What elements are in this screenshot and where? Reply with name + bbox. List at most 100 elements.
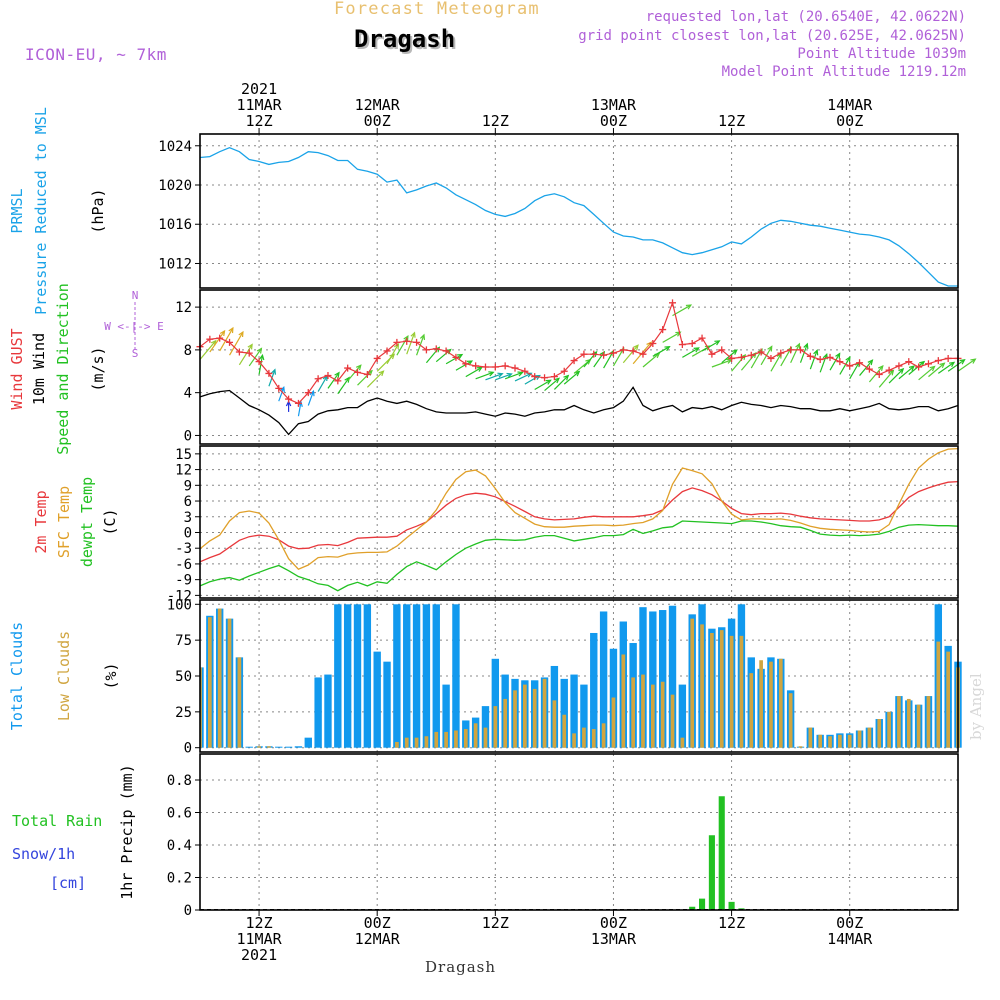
rain-bar <box>708 835 715 910</box>
wind-arrow <box>819 353 828 373</box>
low-cloud-bar <box>631 677 635 748</box>
wind-arrow <box>285 400 292 412</box>
gust-marker <box>521 367 529 375</box>
total-cloud-bar <box>363 604 372 748</box>
wind-arrow-head <box>563 374 570 381</box>
y-tick-label: 8 <box>184 343 192 359</box>
total-cloud-bar <box>403 604 411 748</box>
compass-west-east: W <-|-> E <box>104 320 164 333</box>
wind-arrow-head <box>517 371 524 377</box>
wind-arrow-head <box>488 371 495 377</box>
low-cloud-bar <box>395 741 399 748</box>
low-cloud-bar <box>680 737 685 748</box>
wind-arrow-shaft <box>258 355 264 375</box>
total-cloud-bar <box>452 604 460 748</box>
low-cloud-bar <box>749 673 754 748</box>
model-altitude: Model Point Altitude 1219.12m <box>721 64 966 80</box>
wind-arrow-shaft <box>347 364 362 382</box>
wind-arrow-head <box>344 376 350 383</box>
chart-title: Dragash <box>354 25 456 53</box>
low-cloud-bar <box>267 746 271 748</box>
gust-marker <box>314 375 322 383</box>
total-cloud-bar <box>432 604 440 748</box>
wind-arrow-shaft <box>888 368 904 384</box>
wind-arrow-shaft <box>504 371 523 380</box>
gust-marker <box>432 345 440 353</box>
wind-arrow-head <box>247 343 253 350</box>
low-cloud-bar <box>227 618 232 748</box>
wind-arrow-head <box>466 360 474 366</box>
wind-arrow-head <box>457 353 464 360</box>
wind-arrow-shaft <box>790 343 800 363</box>
wind-unit: (m/s) <box>89 346 107 391</box>
low-cloud-bar <box>936 641 941 748</box>
y-tick-label: -6 <box>175 557 192 573</box>
wind-arrow-head <box>813 349 819 356</box>
compass-south: S <box>132 347 139 360</box>
low-cloud-bar <box>424 736 429 748</box>
wind-arrow-shaft <box>652 346 670 357</box>
gust-marker <box>856 359 864 367</box>
wind-arrow-head <box>845 355 851 363</box>
low-cloud-bar <box>473 723 478 748</box>
low-cloud-bar <box>523 684 527 748</box>
temp-dew-label: dewpt Temp <box>78 477 96 567</box>
y-tick-label: 4 <box>184 386 192 402</box>
total-cloud-bar <box>275 746 283 748</box>
rain-bar <box>718 796 725 910</box>
low-cloud-bar <box>690 618 695 748</box>
wind-arrow <box>534 379 552 390</box>
wind-arrow-shaft <box>534 379 551 390</box>
top-time-label: 14MAR <box>827 96 873 114</box>
wind-arrow <box>957 358 977 372</box>
top-time-label: 12Z <box>718 112 745 130</box>
wind-arrow-shaft <box>475 371 494 380</box>
gust-marker <box>708 350 716 358</box>
wind-arrow-shaft <box>229 331 244 356</box>
wind-arrow-head <box>309 389 315 397</box>
low-cloud-bar <box>660 681 665 748</box>
y-tick-label: 9 <box>184 478 192 494</box>
wind-arrow-head <box>259 353 265 361</box>
low-cloud-bar <box>582 727 586 748</box>
y-tick-label: 0 <box>184 525 192 541</box>
wind-arrow <box>809 349 819 370</box>
gust-marker <box>669 299 677 307</box>
wind-arrow-shaft <box>740 352 757 371</box>
gust-marker <box>649 339 657 347</box>
wind-arrow-head <box>534 374 541 380</box>
gust-marker <box>629 347 637 355</box>
rain-bar <box>689 906 696 910</box>
y-tick-label: 15 <box>175 447 192 463</box>
gust-marker <box>728 354 736 362</box>
wind-arrow-shaft <box>327 372 340 389</box>
gust-marker <box>452 353 460 361</box>
low-cloud-bar <box>217 608 222 748</box>
wind-arrow-head <box>803 342 809 349</box>
wind-arrow-head <box>228 326 234 334</box>
y-tick-label: 0 <box>184 428 192 444</box>
total-cloud-bar <box>491 658 500 748</box>
total-cloud-bar <box>580 684 588 748</box>
low-cloud-bar <box>926 696 931 748</box>
wind-arrow <box>229 330 244 356</box>
bottom-time-label: 00Z <box>600 914 627 932</box>
wind-arrow-shaft <box>937 361 955 374</box>
temp-2m-line <box>199 480 959 563</box>
total-clouds-label: Total Clouds <box>8 622 26 730</box>
low-cloud-bar <box>237 657 242 748</box>
low-cloud-bar <box>503 698 508 748</box>
low-cloud-bar <box>641 674 645 748</box>
wind-arrow-head <box>389 353 396 360</box>
wind-arrow-head <box>506 372 513 378</box>
wind-arrow-shaft <box>799 343 808 363</box>
bottom-time-label: 12Z <box>482 914 509 932</box>
chart-subtitle: Forecast Meteogram <box>334 0 540 19</box>
wind-arrow-head <box>545 379 552 385</box>
wind-arrow <box>238 343 253 366</box>
low-cloud-bar <box>739 635 744 748</box>
gust-marker <box>944 354 952 362</box>
gust-marker <box>481 363 489 371</box>
low-cloud-bar <box>463 729 468 748</box>
